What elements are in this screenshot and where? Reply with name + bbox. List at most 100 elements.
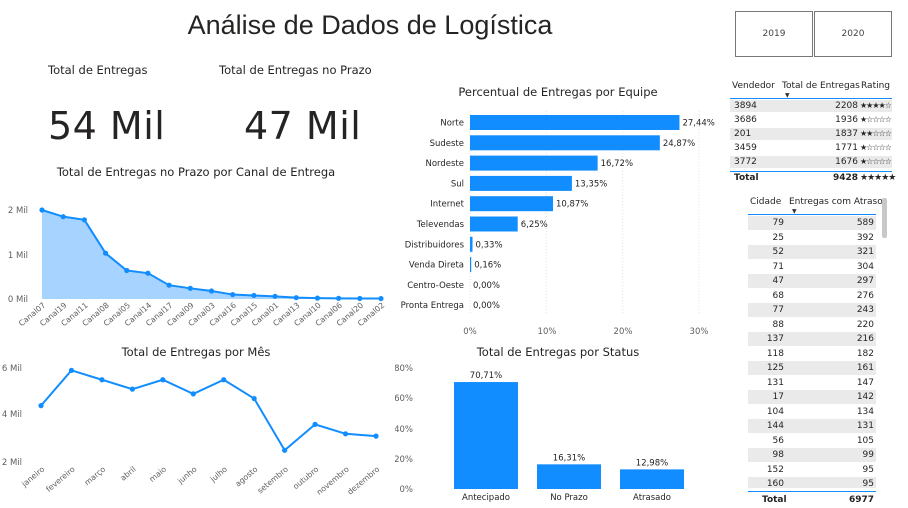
cidade-total-label: Total [762,495,787,505]
mes-point[interactable] [251,395,257,402]
vendedor-id: 3686 [734,115,757,125]
equipe-category-label: Televendas [416,220,465,230]
canal-point[interactable] [39,207,45,213]
vendedor-total-stars: ★★★★★ [860,173,896,183]
vendedor-row[interactable]: 3459 1771 ★☆☆☆☆ [730,142,892,154]
status-bar[interactable] [537,464,601,489]
mes-chart-title: Total de Entregas por Mês [121,345,271,359]
canal-point[interactable] [102,250,109,256]
equipe-category-label: Pronta Entrega [401,301,464,311]
year-2020-button[interactable]: 2020 [814,11,892,57]
vendedor-row[interactable]: 3686 1936 ★☆☆☆☆ [730,114,892,126]
mes-point[interactable] [312,421,318,427]
canal-point[interactable] [293,295,299,301]
cidade-row[interactable]: 88 220 [748,317,876,332]
header-rating[interactable]: Rating [861,81,891,91]
canal-point[interactable] [251,292,257,299]
cidade-row[interactable]: 144 131 [748,419,876,433]
cidade-row[interactable]: 71 304 [748,259,876,274]
cidade-row[interactable]: 79 589 [748,216,876,230]
cidade-id: 52 [772,247,784,257]
mes-point[interactable] [129,386,135,392]
canal-point[interactable] [357,295,363,302]
cidade-row[interactable]: 98 99 [748,448,876,462]
cidade-scrollbar[interactable] [882,198,887,238]
cidade-row[interactable]: 131 147 [748,375,876,390]
cidade-row[interactable]: 104 134 [748,404,876,419]
mes-point[interactable] [160,377,166,383]
star-rating-icon: ★☆☆☆☆ [860,157,892,166]
canal-point[interactable] [187,285,193,291]
cidade-row[interactable]: 52 321 [748,245,876,259]
cidade-row[interactable]: 118 182 [748,346,876,361]
canal-point[interactable] [336,295,342,301]
cidade-atrasos: 105 [856,435,874,446]
header-entregas-atraso[interactable]: Entregas com Atraso [789,197,883,207]
canal-point[interactable] [60,214,66,220]
cidade-row[interactable]: 137 216 [748,332,876,346]
cidade-id: 77 [772,305,784,315]
cidade-row[interactable]: 68 276 [748,288,876,303]
cidade-row[interactable]: 77 243 [748,303,876,317]
cidade-row[interactable]: 125 161 [748,361,876,375]
mes-point[interactable] [38,403,44,409]
equipe-bar-chart[interactable]: Percentual de Entregas por Equipe Norte 2… [395,82,720,340]
vendedor-row[interactable]: 3772 1676 ★☆☆☆☆ [730,156,892,168]
header-total-entregas[interactable]: Total de Entregas [782,81,860,91]
equipe-bar[interactable] [470,257,472,273]
canal-point[interactable] [81,217,87,223]
mes-xtick: junho [175,464,198,486]
canal-point[interactable] [314,295,321,301]
canal-area-chart[interactable]: Total de Entregas no Prazo por Canal de … [0,160,395,332]
cidade-id: 131 [766,377,784,388]
mes-point[interactable] [221,377,227,383]
canal-point[interactable] [124,267,130,274]
cidade-id: 17 [772,392,784,402]
mes-point[interactable] [282,447,288,453]
canal-point[interactable] [272,293,278,299]
cidade-row[interactable]: 152 95 [748,462,876,477]
cidade-row[interactable]: 25 392 [748,230,876,245]
canal-point[interactable] [230,291,236,298]
canal-point[interactable] [145,270,151,276]
status-bar[interactable] [454,382,518,489]
mes-point[interactable] [342,431,349,437]
cidade-atrasos: 392 [856,232,874,243]
status-column-chart[interactable]: Total de Entregas por Status 80% 60% 40%… [395,340,720,505]
status-bar[interactable] [620,469,684,489]
vendedor-total-label: Total [734,173,759,183]
year-2019-button[interactable]: 2019 [735,11,813,57]
equipe-bar[interactable] [470,155,598,171]
cidade-id: 160 [766,479,784,488]
equipe-data-label: 0,00% [473,281,500,291]
cidade-row[interactable]: 160 95 [748,477,876,488]
vendedor-id: 3459 [734,143,757,153]
vendedor-row[interactable]: 201 1837 ★★☆☆☆ [730,128,892,140]
cidade-table-header: Cidade Entregas com Atraso [748,196,890,208]
vendedor-table[interactable]: Vendedor Total de Entregas Rating ▼ 3894… [730,80,896,186]
equipe-bar[interactable] [470,196,553,212]
cidade-row[interactable]: 17 142 [748,390,876,404]
mes-point[interactable] [373,433,379,439]
cidade-table[interactable]: Cidade Entregas com Atraso ▼ 79 589 25 392 5… [748,196,890,508]
mes-point[interactable] [190,391,196,397]
cidade-row[interactable]: 56 105 [748,433,876,448]
equipe-bar[interactable] [470,175,572,191]
mes-line-chart[interactable]: Total de Entregas por Mês 6 Mil 4 Mil 2 … [0,340,395,505]
header-cidade[interactable]: Cidade [750,197,782,207]
equipe-category-label: Sudeste [430,139,464,149]
status-category-label: Antecipado [462,493,510,503]
equipe-bar[interactable] [470,115,680,130]
header-vendedor[interactable]: Vendedor [732,81,775,91]
vendedor-row[interactable]: 3894 2208 ★★★★☆ [730,100,892,112]
cidade-row[interactable]: 47 297 [748,274,876,288]
canal-point[interactable] [166,282,172,288]
canal-point[interactable] [208,288,215,294]
cidade-atrasos: 220 [856,319,874,330]
equipe-bar[interactable] [470,236,473,252]
mes-point[interactable] [99,377,105,383]
equipe-bar[interactable] [470,135,660,151]
mes-point[interactable] [68,367,75,373]
canal-point[interactable] [378,295,384,302]
equipe-bar[interactable] [470,216,518,232]
